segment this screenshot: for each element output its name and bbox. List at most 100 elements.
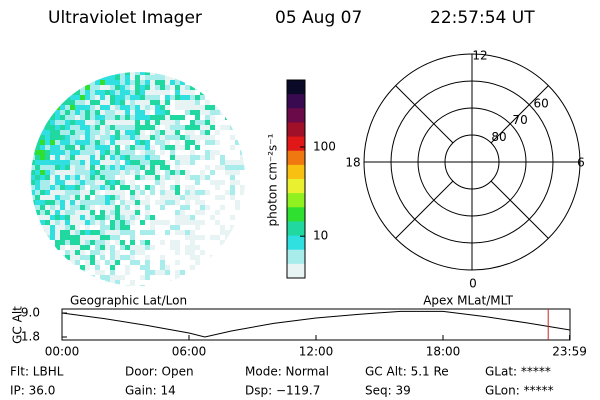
- image-pixel: [210, 260, 215, 265]
- image-pixel: [145, 140, 150, 145]
- image-pixel: [60, 135, 65, 140]
- image-pixel: [130, 200, 135, 205]
- image-pixel: [40, 255, 45, 260]
- image-pixel: [110, 200, 115, 205]
- image-pixel: [90, 130, 95, 135]
- image-pixel: [205, 150, 210, 155]
- image-pixel: [105, 120, 110, 125]
- image-pixel: [155, 72, 160, 75]
- image-pixel: [165, 280, 170, 285]
- image-pixel: [75, 140, 80, 145]
- image-pixel: [230, 195, 235, 200]
- image-pixel: [70, 135, 75, 140]
- image-pixel: [50, 265, 55, 270]
- image-pixel: [115, 195, 120, 200]
- image-pixel: [125, 265, 130, 270]
- image-pixel: [130, 160, 135, 165]
- image-pixel: [190, 150, 195, 155]
- image-pixel: [130, 190, 135, 195]
- image-pixel: [150, 95, 155, 100]
- image-pixel: [225, 120, 230, 125]
- image-pixel: [130, 175, 135, 180]
- image-pixel: [60, 285, 65, 286]
- image-pixel: [105, 72, 110, 75]
- image-pixel: [150, 105, 155, 110]
- image-pixel: [75, 230, 80, 235]
- image-pixel: [215, 95, 220, 100]
- image-pixel: [140, 185, 145, 190]
- image-pixel: [95, 220, 100, 225]
- image-pixel: [210, 285, 215, 286]
- image-pixel: [90, 100, 95, 105]
- image-pixel: [70, 85, 75, 90]
- image-pixel: [180, 180, 185, 185]
- image-pixel: [35, 200, 40, 205]
- image-pixel: [165, 105, 170, 110]
- info-field: IP: 36.0: [10, 384, 55, 398]
- image-pixel: [220, 120, 225, 125]
- image-pixel: [180, 175, 185, 180]
- image-pixel: [90, 155, 95, 160]
- image-pixel: [105, 135, 110, 140]
- image-pixel: [205, 120, 210, 125]
- image-pixel: [205, 220, 210, 225]
- image-pixel: [140, 75, 145, 80]
- image-pixel: [55, 105, 60, 110]
- image-pixel: [100, 235, 105, 240]
- image-pixel: [230, 155, 235, 160]
- image-pixel: [75, 110, 80, 115]
- image-pixel: [125, 120, 130, 125]
- image-pixel: [145, 150, 150, 155]
- image-pixel: [105, 280, 110, 285]
- image-pixel: [165, 165, 170, 170]
- image-pixel: [205, 190, 210, 195]
- image-pixel: [80, 230, 85, 235]
- image-pixel: [115, 165, 120, 170]
- image-pixel: [235, 140, 240, 145]
- image-pixel: [90, 190, 95, 195]
- image-pixel: [55, 72, 60, 75]
- image-pixel: [245, 245, 250, 250]
- image-pixel: [240, 195, 245, 200]
- image-pixel: [170, 205, 175, 210]
- image-pixel: [75, 115, 80, 120]
- image-pixel: [55, 255, 60, 260]
- image-pixel: [85, 235, 90, 240]
- image-pixel: [90, 220, 95, 225]
- image-pixel: [225, 265, 230, 270]
- y-axis-label: GC Alt: [11, 306, 25, 344]
- image-pixel: [105, 265, 110, 270]
- image-pixel: [200, 185, 205, 190]
- image-pixel: [115, 150, 120, 155]
- image-pixel: [240, 200, 245, 205]
- image-pixel: [35, 250, 40, 255]
- image-pixel: [185, 260, 190, 265]
- image-pixel: [195, 140, 200, 145]
- image-pixel: [245, 225, 250, 230]
- image-pixel: [100, 230, 105, 235]
- image-pixel: [120, 220, 125, 225]
- image-pixel: [155, 235, 160, 240]
- image-pixel: [240, 225, 245, 230]
- image-pixel: [175, 72, 180, 75]
- image-pixel: [45, 130, 50, 135]
- image-pixel: [45, 225, 50, 230]
- image-pixel: [160, 185, 165, 190]
- image-pixel: [50, 110, 55, 115]
- image-pixel: [75, 210, 80, 215]
- image-pixel: [85, 80, 90, 85]
- image-pixel: [95, 140, 100, 145]
- image-pixel: [230, 165, 235, 170]
- image-pixel: [185, 200, 190, 205]
- image-pixel: [115, 80, 120, 85]
- image-pixel: [65, 140, 70, 145]
- image-pixel: [175, 155, 180, 160]
- lat-label: 60: [534, 96, 549, 110]
- image-pixel: [75, 215, 80, 220]
- image-pixel: [245, 255, 250, 260]
- image-pixel: [135, 130, 140, 135]
- image-pixel: [220, 90, 225, 95]
- image-pixel: [135, 150, 140, 155]
- image-pixel: [195, 165, 200, 170]
- image-pixel: [31, 255, 35, 260]
